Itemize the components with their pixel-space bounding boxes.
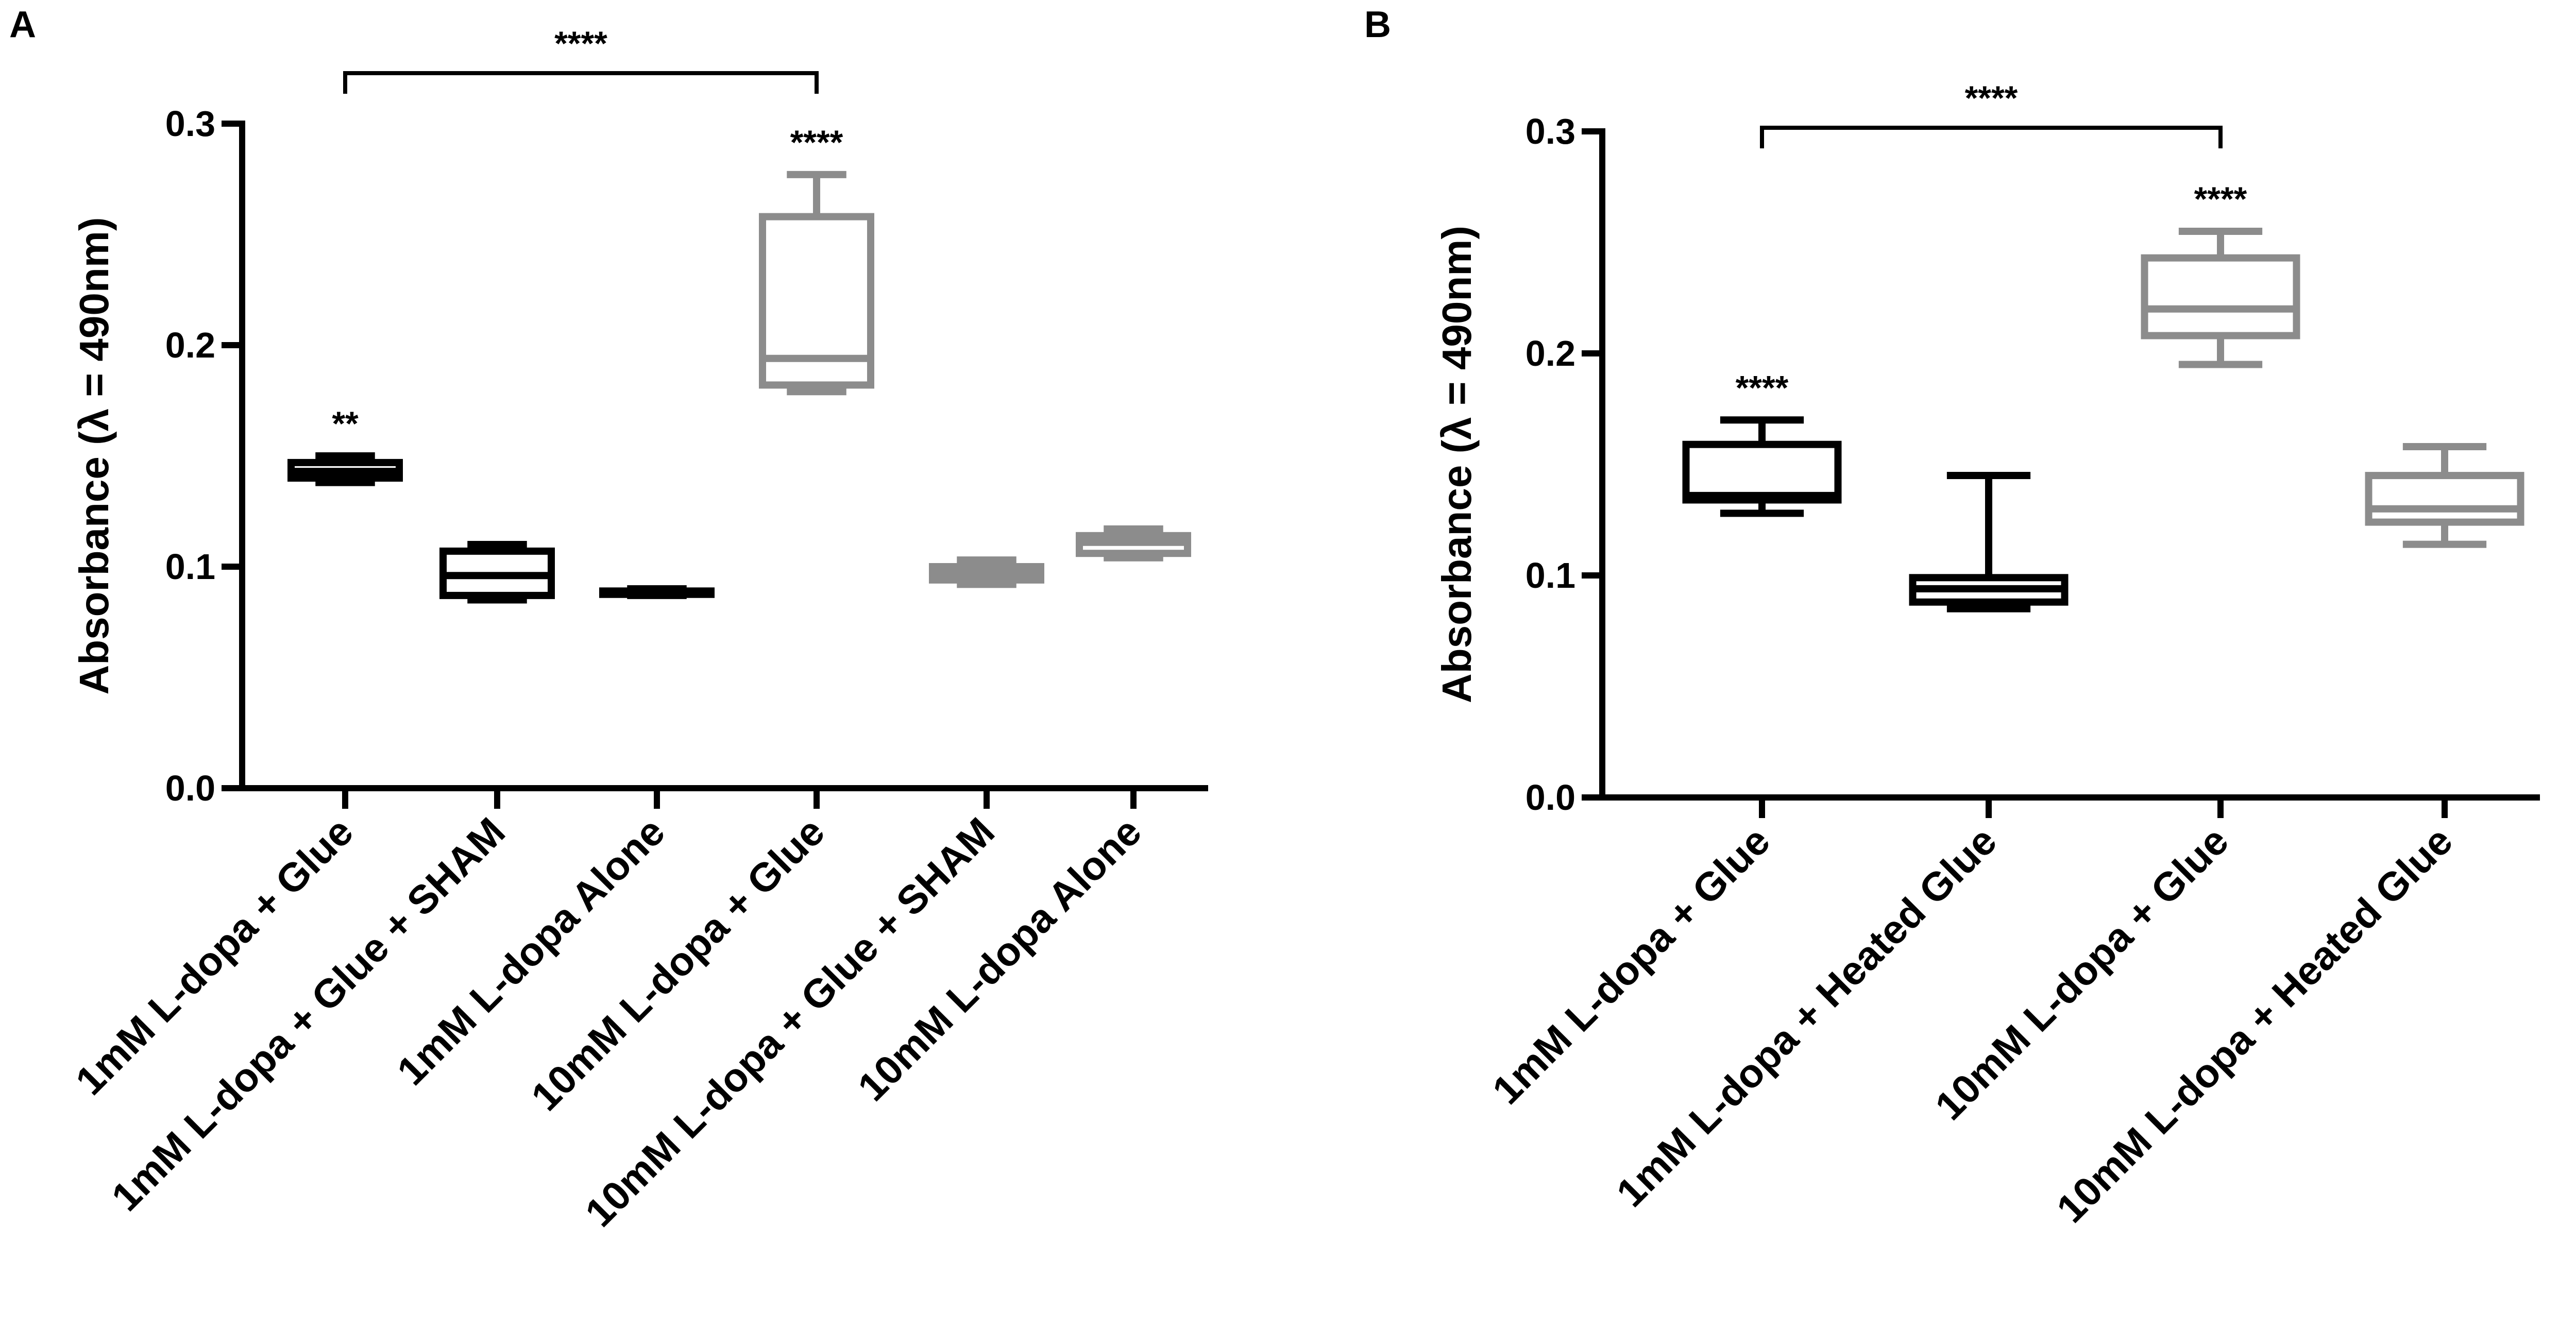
box-plot (439, 541, 555, 604)
x-tick-label: 10mM L-dopa + Glue (522, 809, 833, 1119)
y-axis-label: Absorbance (λ = 490nm) (1434, 226, 1480, 703)
box-plot (759, 171, 874, 396)
box-plot (1076, 525, 1191, 562)
x-tick-label: 10mM L-dopa Alone (849, 809, 1150, 1110)
box-iqr (759, 213, 874, 389)
box-plot (1682, 416, 1842, 517)
y-tick-label: 0.2 (1526, 333, 1575, 373)
box-plot (287, 452, 403, 486)
x-tick-label: 1mM L-dopa + Heated Glue (1607, 818, 2005, 1216)
bracket-label: **** (554, 24, 607, 62)
x-tick-label: 1mM L-dopa Alone (388, 809, 673, 1094)
significance-label: ** (332, 404, 359, 443)
box-plot (929, 556, 1044, 588)
y-tick-label: 0.1 (165, 547, 215, 587)
x-tick-label: 1mM L-dopa + Glue (67, 809, 362, 1103)
panel-letter-a: A (9, 4, 36, 45)
y-tick-label: 0.1 (1526, 555, 1575, 596)
box-iqr (2141, 254, 2300, 339)
significance-label: **** (2194, 180, 2247, 218)
chart-b: 0.0 0.1 0.2 0.3 Absorbance (λ = 490nm) 1mM L-… (1434, 79, 2540, 1231)
box-iqr (1682, 440, 1842, 504)
significance-label: **** (1736, 368, 1789, 406)
bracket-label: **** (1965, 79, 2018, 117)
significance-bracket (343, 71, 819, 94)
x-tick-label: 10mM L-dopa + Heated Glue (2048, 818, 2461, 1231)
y-axis-label: Absorbance (λ = 490nm) (71, 217, 117, 695)
y-tick-label: 0.3 (165, 104, 215, 144)
y-tick-label: 0.2 (165, 325, 215, 365)
y-tick-label: 0.0 (1526, 777, 1575, 818)
y-tick-label: 0.3 (1526, 111, 1575, 151)
panel-letter-b: B (1364, 4, 1391, 45)
box-plot (2365, 443, 2524, 548)
box-iqr (2365, 472, 2524, 526)
chart-a: 0.0 0.1 0.2 0.3 Absorbance (λ = 490nm) 1mM L-… (67, 24, 1208, 1235)
y-tick-label: 0.0 (165, 768, 215, 808)
box-plot (599, 585, 715, 599)
significance-bracket (1760, 126, 2223, 148)
significance-label: **** (790, 123, 843, 161)
box-plot (1909, 472, 2069, 613)
box-plot (2141, 227, 2300, 368)
